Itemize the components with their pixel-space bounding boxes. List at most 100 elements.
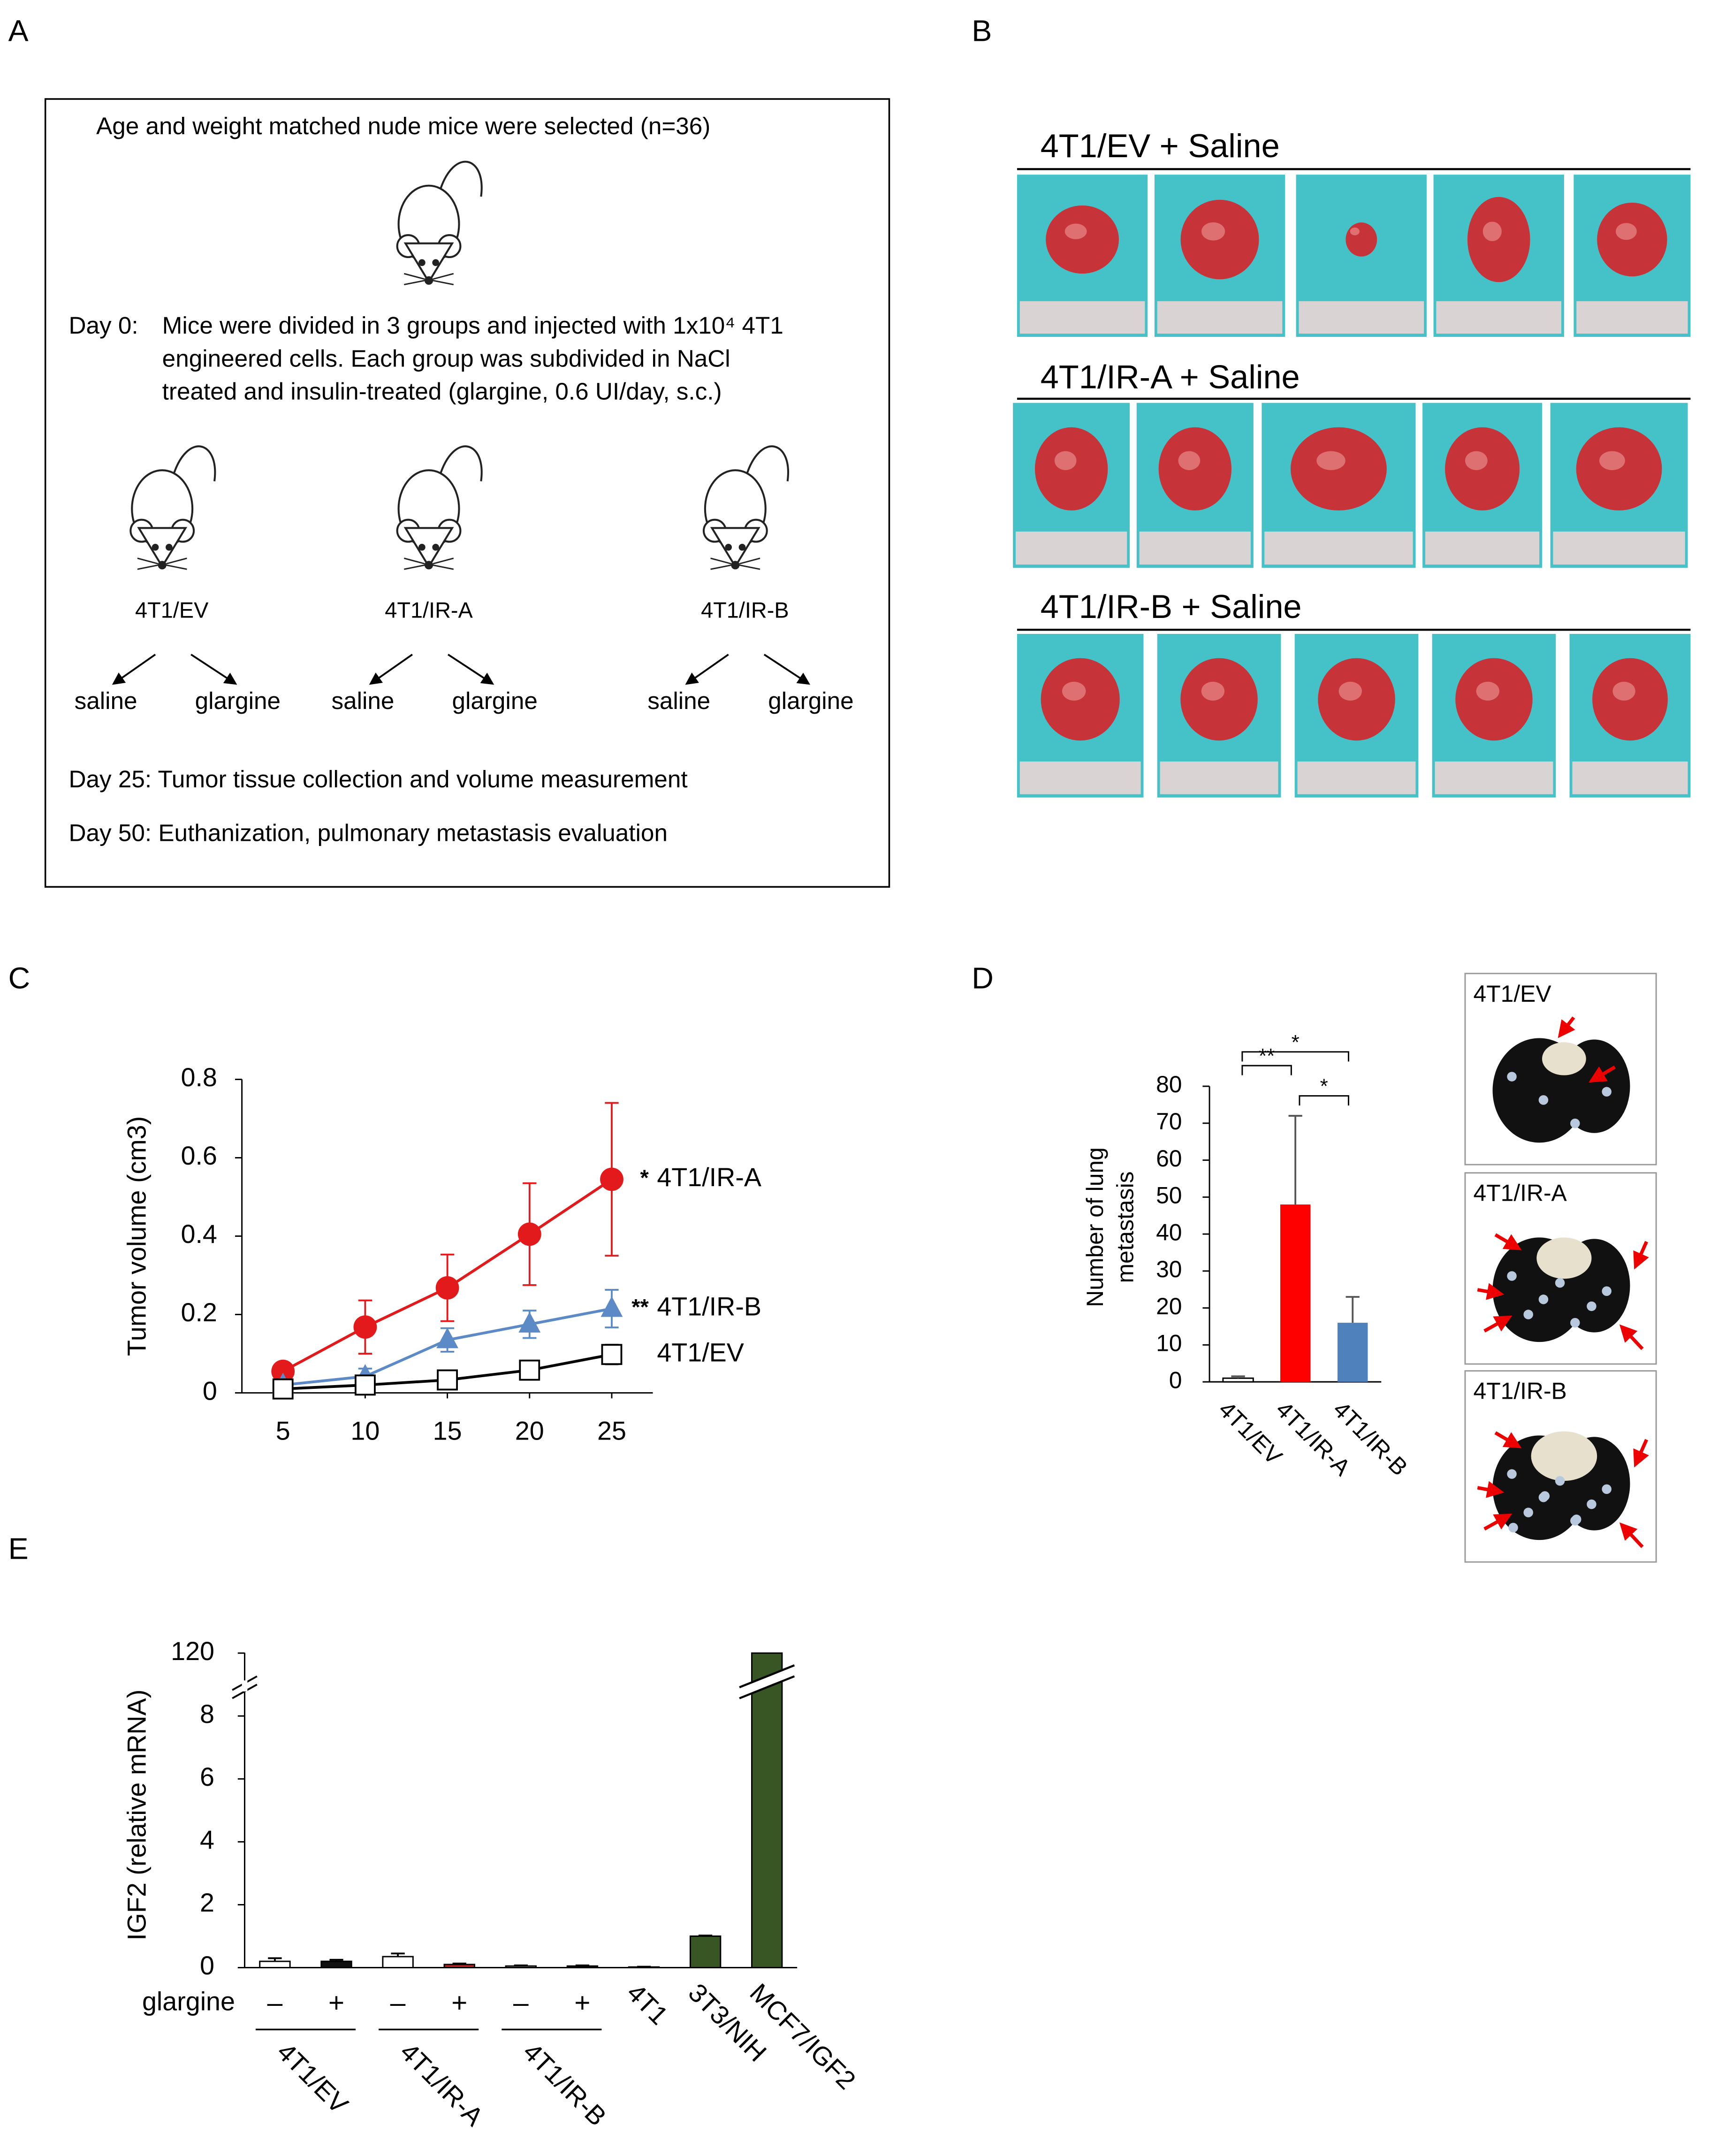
point <box>519 1359 540 1381</box>
tumor-highlight <box>1201 222 1225 241</box>
tumor <box>1455 658 1533 741</box>
bar <box>320 1960 352 1968</box>
group-label: 4T1/EV <box>135 598 209 622</box>
glargine-sign: + <box>328 1988 344 2018</box>
treatment-label: saline <box>75 687 137 714</box>
tumor-highlight <box>1465 451 1488 470</box>
treatment-label: glargine <box>195 687 281 714</box>
tumor-highlight <box>1616 223 1637 240</box>
y-axis-label: Number of lung <box>1082 1147 1108 1307</box>
bar <box>751 1652 783 1968</box>
y-tick-label: 30 <box>1156 1256 1182 1282</box>
y-tick-label: 10 <box>1156 1330 1182 1356</box>
group-label: 4T1/IR-A <box>395 2037 489 2132</box>
glargine-sign: + <box>574 1988 590 2018</box>
y-tick-label: 0 <box>203 1376 217 1405</box>
group-label: 4T1/IR-B <box>517 2037 612 2131</box>
y-tick-label: 60 <box>1156 1145 1182 1172</box>
nodule <box>1507 1469 1517 1479</box>
y-tick-label: 80 <box>1156 1071 1182 1097</box>
bar <box>1280 1204 1311 1382</box>
nodule <box>1587 1301 1596 1311</box>
y-axis-label: Tumor volume (cm3) <box>122 1116 152 1356</box>
ruler <box>1553 531 1685 565</box>
photo-row-title: 4T1/EV + Saline <box>1041 127 1280 164</box>
red-arrow <box>1619 1522 1644 1548</box>
nodule <box>1508 1523 1518 1533</box>
tumor <box>1576 427 1662 510</box>
nodule <box>1587 1499 1596 1509</box>
day25-text: Day 25: Tumor tissue collection and volu… <box>68 766 687 792</box>
x-tick-label: 15 <box>433 1416 462 1445</box>
red-arrow <box>1477 1283 1505 1300</box>
significance: * <box>640 1166 649 1190</box>
tumor-highlight <box>1612 681 1635 701</box>
tumor <box>1158 427 1231 510</box>
lung-label: 4T1/IR-B <box>1474 1378 1567 1404</box>
y-tick-label: 6 <box>200 1762 214 1791</box>
y-tick-label: 0 <box>200 1951 214 1980</box>
glargine-sign: + <box>451 1988 467 2018</box>
y-axis-label: IGF2 (relative mRNA) <box>122 1690 152 1941</box>
chart-tumor-volume: 0 0.2 0.4 0.6 0.8 5 10 15 20 25 Tumor volume (cm3)… <box>122 1063 762 1445</box>
ruler <box>1015 531 1127 565</box>
day50-text: Day 50: Euthanization, pulmonary metasta… <box>68 819 667 846</box>
point <box>271 1359 295 1383</box>
bar <box>259 1960 291 1968</box>
lung-label: 4T1/EV <box>1474 981 1551 1007</box>
ruler <box>1436 301 1562 334</box>
tumor <box>1291 427 1387 510</box>
tumor-highlight <box>1201 681 1225 701</box>
metastasis <box>1536 1237 1592 1279</box>
point <box>435 1276 459 1300</box>
y-tick-label: 8 <box>200 1699 214 1729</box>
ruler <box>1299 301 1424 334</box>
significance: * <box>1320 1075 1328 1098</box>
bar-break-edge <box>739 1664 795 1699</box>
groups: 4T1/EV saline glargine 4T1/IR-A saline glargi… <box>75 598 854 714</box>
nodule <box>1570 1118 1580 1128</box>
tumor-highlight <box>1338 681 1362 701</box>
y-tick-label: 0.4 <box>181 1219 217 1249</box>
tumor-highlight <box>1062 681 1086 701</box>
nodule <box>1538 1295 1549 1304</box>
x-tick-label: 5 <box>276 1416 290 1445</box>
tumor <box>1467 197 1530 282</box>
treatment-label: glargine <box>452 687 537 714</box>
chart-lung-metastasis: 0 10 20 30 40 50 60 70 80 Number of lung metastasi… <box>1082 1031 1413 1481</box>
significance-bracket <box>1241 1065 1292 1075</box>
x-tick-label: 4T1/EV <box>1214 1396 1287 1470</box>
red-arrow <box>1558 1016 1575 1038</box>
treatment-label: saline <box>647 687 710 714</box>
red-arrow <box>1483 1315 1513 1333</box>
mouse-icon <box>130 446 215 569</box>
panel-label: C <box>8 961 30 995</box>
x-tick-label: 25 <box>597 1416 626 1445</box>
bar <box>382 1956 414 1968</box>
red-arrow <box>1477 1481 1505 1498</box>
y-axis-label: metastasis <box>1112 1171 1138 1283</box>
nodule <box>1555 1476 1565 1486</box>
group-label: 4T1/IR-B <box>701 598 789 622</box>
tumor <box>1346 222 1377 257</box>
glargine-sign: – <box>390 1988 406 2018</box>
glargine-sign: – <box>513 1988 529 2018</box>
mouse-icon <box>397 162 482 285</box>
red-arrow <box>1619 1324 1644 1350</box>
bar <box>689 1935 722 1968</box>
tumor <box>1445 427 1520 510</box>
nodule <box>1571 1514 1581 1524</box>
tumor-highlight <box>1316 451 1346 470</box>
nodule <box>1540 1491 1550 1501</box>
nodule <box>1507 1271 1517 1281</box>
x-tick-label: 4T1 <box>621 1978 674 2030</box>
tumor-highlight <box>1064 223 1087 239</box>
point <box>354 1374 376 1396</box>
tumor <box>1046 205 1119 274</box>
significance-bracket <box>1241 1051 1349 1062</box>
y-tick-label: 2 <box>200 1888 214 1917</box>
nodule <box>1523 1508 1533 1517</box>
diagram-box <box>44 98 890 888</box>
panel-label: E <box>8 1532 29 1566</box>
bar-break <box>737 1667 796 1697</box>
